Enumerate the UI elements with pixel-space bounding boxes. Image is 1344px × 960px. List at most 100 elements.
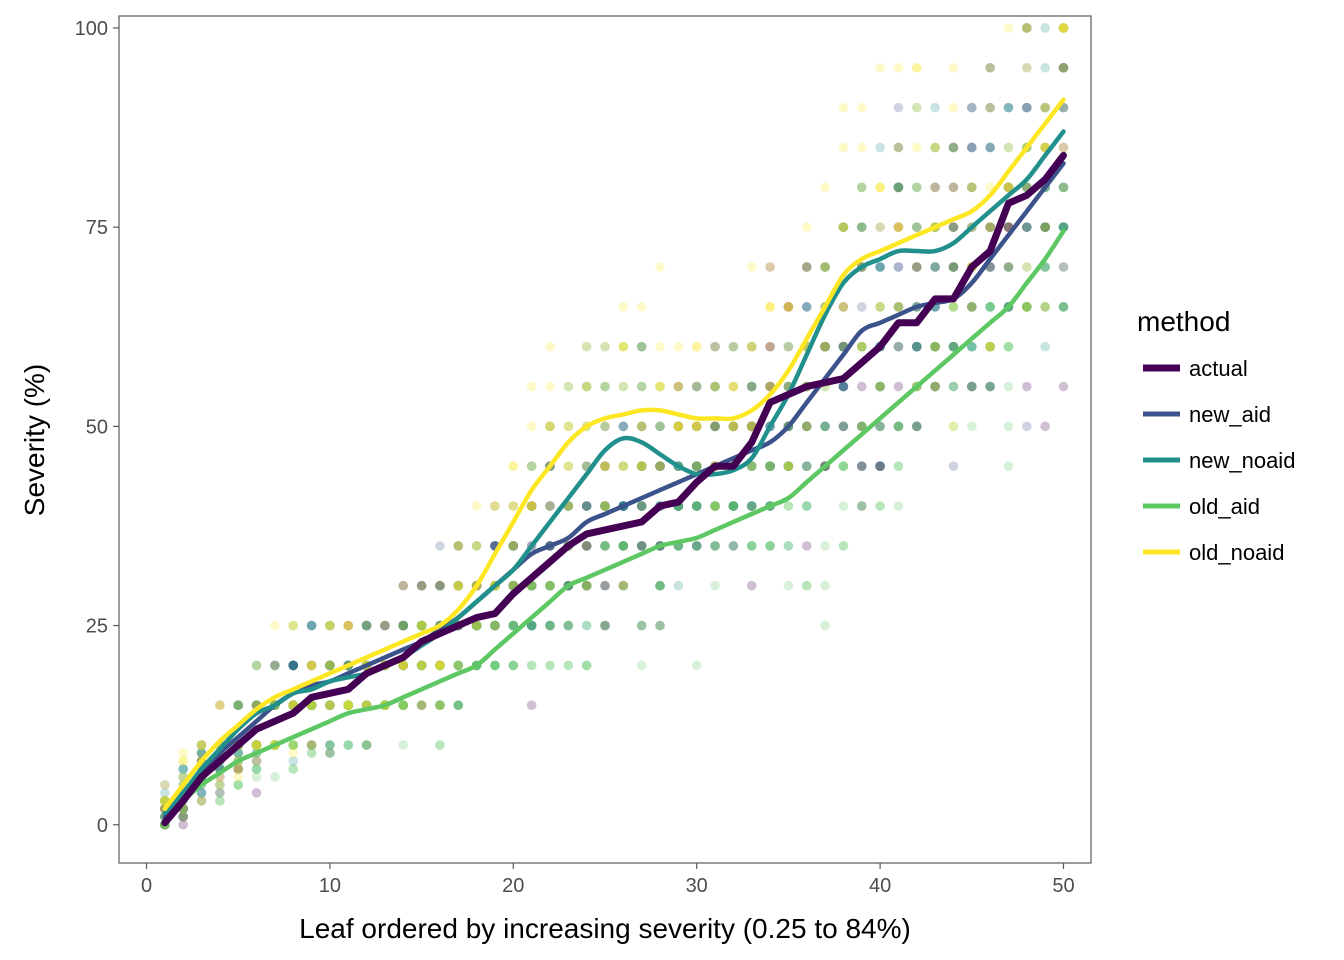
data-point-old_noaid xyxy=(1003,182,1014,193)
data-point-actual xyxy=(801,262,812,272)
data-point-old_noaid xyxy=(251,660,262,671)
data-point-old_noaid xyxy=(801,421,812,432)
data-point-old_aid xyxy=(453,660,464,671)
trend-lines xyxy=(161,97,1067,827)
data-point-old_noaid xyxy=(655,381,665,392)
data-point-old_aid xyxy=(416,660,427,671)
data-point-old_noaid xyxy=(453,541,464,551)
data-point-old_noaid xyxy=(746,461,757,471)
legend-label-old_noaid: old_noaid xyxy=(1189,540,1284,565)
data-point-new_aid xyxy=(911,341,922,352)
data-point-new_noaid xyxy=(545,580,555,591)
data-point-old_aid xyxy=(655,620,665,631)
data-point-old_noaid xyxy=(251,740,262,750)
data-point-new_noaid xyxy=(471,620,482,631)
data-point-actual xyxy=(783,461,794,471)
data-point-old_aid xyxy=(288,740,299,750)
data-point-old_noaid xyxy=(746,341,757,352)
data-point-new_aid xyxy=(1003,182,1014,193)
data-point-new_aid xyxy=(196,740,207,750)
data-point-new_noaid xyxy=(691,501,702,511)
data-point-new_aid xyxy=(728,501,739,511)
data-point-old_noaid xyxy=(893,222,904,232)
data-point-old_aid xyxy=(416,620,427,631)
data-point-new_noaid xyxy=(893,302,904,312)
data-point-new_noaid xyxy=(325,660,335,671)
data-point-actual xyxy=(1040,222,1050,232)
data-point-new_aid xyxy=(196,740,207,750)
data-point-new_noaid xyxy=(1058,222,1069,232)
data-point-new_noaid xyxy=(893,182,904,193)
data-point-old_noaid xyxy=(673,421,684,432)
data-point-actual xyxy=(398,660,409,671)
data-point-new_aid xyxy=(416,620,427,631)
data-point-new_aid xyxy=(288,660,299,671)
data-point-old_aid xyxy=(1058,302,1069,312)
data-point-actual xyxy=(948,142,959,153)
data-point-actual xyxy=(1022,381,1032,392)
data-point-actual xyxy=(985,222,995,232)
data-point-new_noaid xyxy=(1022,262,1032,272)
data-point-old_aid xyxy=(746,541,757,551)
data-point-actual xyxy=(856,461,867,471)
data-point-old_noaid xyxy=(691,421,702,432)
data-point-new_aid xyxy=(435,580,445,591)
data-point-old_aid xyxy=(361,740,372,750)
data-point-new_noaid xyxy=(691,461,702,471)
data-point-actual xyxy=(1003,262,1014,272)
data-point-new_aid xyxy=(1003,182,1014,193)
data-point-new_aid xyxy=(801,302,812,312)
data-point-old_noaid xyxy=(1003,23,1014,33)
data-point-old_aid xyxy=(618,541,629,551)
data-point-new_noaid xyxy=(765,461,775,471)
data-point-new_aid xyxy=(1058,222,1069,232)
data-point-new_aid xyxy=(801,421,812,432)
data-point-old_aid xyxy=(581,580,592,591)
data-point-new_noaid xyxy=(1022,222,1032,232)
data-point-actual xyxy=(196,796,207,806)
data-point-new_aid xyxy=(948,222,959,232)
data-point-new_noaid xyxy=(343,700,354,711)
data-point-actual xyxy=(636,620,647,631)
data-point-old_noaid xyxy=(288,740,299,750)
data-point-new_noaid xyxy=(820,341,830,352)
data-point-new_noaid xyxy=(765,461,775,471)
data-point-old_noaid xyxy=(508,501,519,511)
data-point-actual xyxy=(325,660,335,671)
data-point-actual xyxy=(856,461,867,471)
data-point-old_aid xyxy=(801,580,812,591)
data-point-old_aid xyxy=(985,302,995,312)
data-point-actual xyxy=(251,788,262,798)
data-point-new_noaid xyxy=(288,660,299,671)
data-point-new_aid xyxy=(985,381,995,392)
data-point-new_aid xyxy=(508,541,519,551)
data-point-new_aid xyxy=(728,501,739,511)
data-point-actual xyxy=(948,222,959,232)
data-point-old_aid xyxy=(453,660,464,671)
data-point-old_noaid xyxy=(728,381,739,392)
data-point-actual xyxy=(306,740,317,750)
data-point-old_aid xyxy=(728,501,739,511)
data-point-new_noaid xyxy=(856,182,867,193)
data-point-new_noaid xyxy=(563,381,574,392)
data-point-new_noaid xyxy=(233,700,244,711)
data-point-old_aid xyxy=(325,660,335,671)
data-point-actual xyxy=(618,580,629,591)
data-point-old_aid xyxy=(746,541,757,551)
data-point-old_noaid xyxy=(838,222,849,232)
data-point-actual xyxy=(288,660,299,671)
data-point-old_aid xyxy=(710,580,720,591)
data-point-actual xyxy=(471,620,482,631)
data-point-new_noaid xyxy=(966,182,977,193)
data-point-new_noaid xyxy=(1058,23,1069,33)
data-point-old_aid xyxy=(783,501,794,511)
data-point-new_aid xyxy=(746,381,757,392)
data-point-old_aid xyxy=(215,796,225,806)
data-point-actual xyxy=(911,341,922,352)
data-point-new_aid xyxy=(453,580,464,591)
data-point-new_noaid xyxy=(856,222,867,232)
data-point-old_noaid xyxy=(233,764,244,774)
data-point-actual xyxy=(783,461,794,471)
data-point-new_noaid xyxy=(600,341,610,352)
data-point-new_noaid xyxy=(636,461,647,471)
